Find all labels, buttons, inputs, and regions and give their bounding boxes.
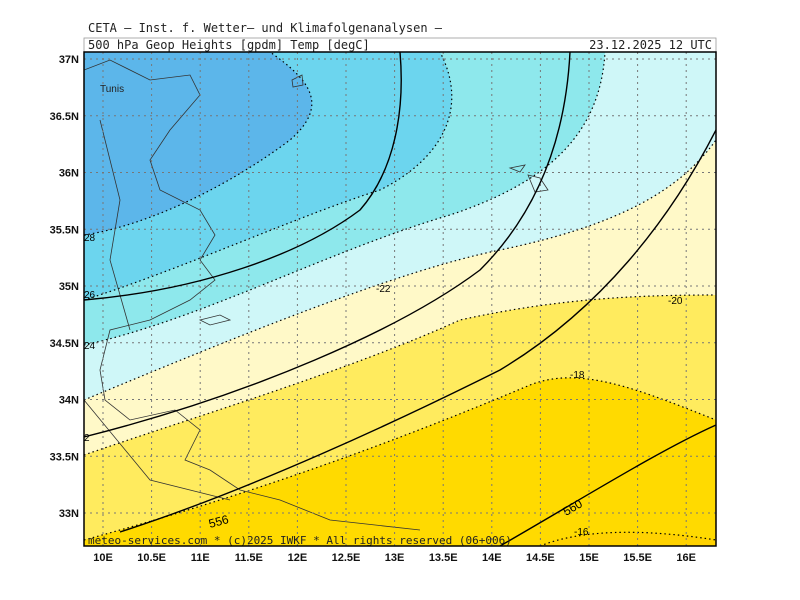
- isotherm: [84, 377, 716, 541]
- lat-label: 37N: [59, 54, 79, 66]
- contour-label: 2: [84, 433, 90, 444]
- height-contour: [499, 424, 716, 546]
- lon-label: 10E: [93, 552, 113, 564]
- contour-label: 26: [84, 290, 96, 301]
- map-frame: [83, 51, 717, 547]
- lon-label: 14.5E: [526, 552, 555, 564]
- lat-label: 36.5N: [50, 111, 79, 123]
- contour-label: -18: [570, 370, 585, 381]
- lon-label: 12.5E: [332, 552, 361, 564]
- border: [84, 119, 231, 501]
- header-title: CETA – Inst. f. Wetter– und Klimafolgena…: [88, 21, 443, 35]
- lon-label: 15E: [579, 552, 599, 564]
- height-contour: [84, 52, 571, 438]
- contour-label: 556: [207, 512, 230, 531]
- lat-label: 34.5N: [50, 338, 79, 350]
- height-contour: [84, 52, 402, 301]
- lat-label: 36N: [59, 168, 79, 180]
- lon-label: 15.5E: [623, 552, 652, 564]
- isotherm: [84, 139, 716, 401]
- height-contour: [119, 129, 716, 533]
- contour-label: -22: [376, 284, 391, 295]
- map-area: Tunis -22 -20 -18 -16 556 560 28 26 24 2…: [84, 52, 716, 547]
- lat-label: 34N: [59, 395, 79, 407]
- island: [198, 74, 549, 326]
- lon-label: 16E: [676, 552, 696, 564]
- lon-label: 12E: [288, 552, 308, 564]
- temp-band: [540, 532, 716, 546]
- temp-band: [84, 377, 716, 546]
- header-subtitle: 500 hPa Geop Heights [gpdm] Temp [degC]: [88, 38, 370, 52]
- contour-label: 24: [84, 341, 96, 352]
- contour-label: -16: [574, 527, 589, 538]
- isotherm: [84, 52, 606, 346]
- header-datetime: 23.12.2025 12 UTC: [589, 38, 712, 52]
- coastline: [84, 59, 421, 531]
- contour-label: 28: [84, 233, 96, 244]
- lon-label: 13E: [385, 552, 405, 564]
- lon-label: 13.5E: [429, 552, 458, 564]
- place-label: Tunis: [100, 84, 124, 95]
- lon-label: 14E: [482, 552, 502, 564]
- lon-label: 11.5E: [235, 552, 263, 564]
- lon-label: 10.5E: [137, 552, 166, 564]
- contour-label: -20: [668, 296, 683, 307]
- lat-label: 35N: [59, 281, 79, 293]
- lat-label: 33.5N: [50, 451, 79, 463]
- footer-credit: meteo-services.com * (c)2025 IWKF * All …: [88, 534, 512, 547]
- lat-label: 33N: [59, 508, 79, 520]
- lon-label: 11E: [191, 552, 210, 564]
- lat-label: 35.5N: [50, 224, 79, 236]
